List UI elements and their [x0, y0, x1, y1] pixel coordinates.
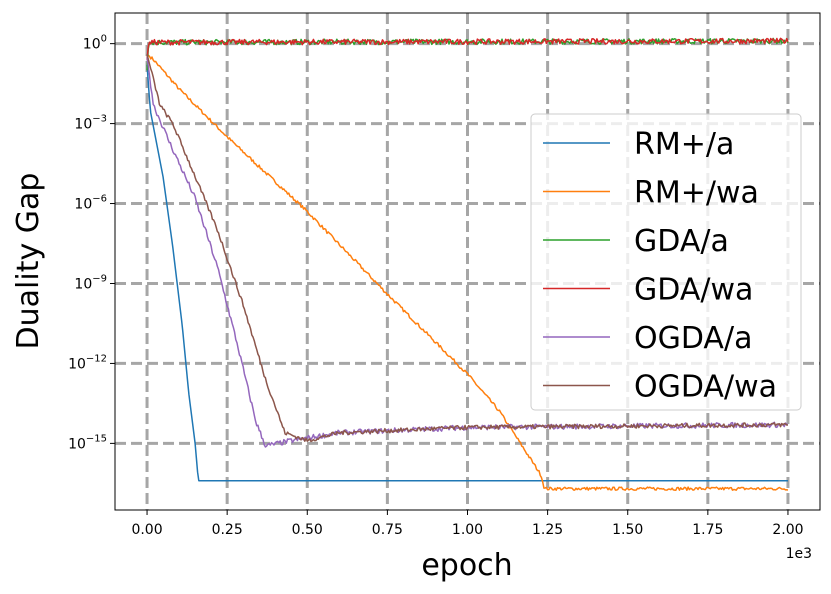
legend: RM+/a RM+/wa GDA/a GDA/wa OGDA/a OGDA/wa: [530, 113, 802, 411]
y-tick-label: 10−15: [68, 433, 107, 452]
y-tick-label: 10−12: [68, 353, 107, 372]
y-tick-base: 10: [68, 356, 86, 372]
legend-label: RM+/a: [634, 127, 734, 162]
legend-box: [530, 113, 802, 411]
legend-label: OGDA/wa: [634, 370, 777, 405]
x-tick-label: 0.00: [131, 522, 162, 538]
y-tick-base: 10: [74, 197, 92, 213]
y-tick-base: 10: [74, 276, 92, 292]
x-tick-label: 1.75: [692, 522, 723, 538]
y-axis-title: Duality Gap: [11, 173, 46, 350]
series-line-rm-a: [146, 64, 788, 482]
legend-label: GDA/wa: [634, 273, 753, 308]
y-tick-exponent: −3: [92, 114, 107, 125]
y-tick-label: 10−6: [74, 194, 107, 213]
grid: [115, 13, 820, 510]
series-lines: [146, 37, 789, 492]
series-line-gda-a: [146, 37, 789, 71]
y-tick-base: 10: [68, 436, 86, 452]
y-tick-label: 10−9: [74, 273, 107, 292]
x-tick-label: 1.25: [532, 522, 563, 538]
y-tick-exponent: −6: [92, 194, 107, 205]
y-tick-exponent: −15: [86, 433, 107, 444]
x-tick-label: 0.75: [372, 522, 403, 538]
series-line-rm-wa: [146, 53, 789, 492]
series-line-gda-wa: [146, 37, 789, 60]
y-tick-base: 10: [83, 37, 101, 53]
legend-label: GDA/a: [634, 224, 729, 259]
x-axis-title: epoch: [421, 548, 512, 583]
x-axis-ticks: 0.00 0.25 0.50 0.75 1.00 1.25 1.50 1.75 2.00: [131, 510, 804, 538]
y-tick-label: 10−3: [74, 114, 107, 133]
series-line-ogda-wa: [146, 54, 788, 443]
legend-label: OGDA/a: [634, 321, 752, 356]
y-tick-exponent: −9: [92, 273, 107, 284]
y-tick-base: 10: [74, 117, 92, 133]
y-tick-label: 100: [83, 34, 107, 53]
x-tick-label: 0.50: [292, 522, 323, 538]
y-tick-exponent: 0: [101, 34, 107, 45]
x-tick-label: 1.00: [452, 522, 483, 538]
x-tick-label: 2.00: [772, 522, 803, 538]
x-scale-label: 1e3: [786, 546, 812, 562]
y-tick-exponent: −12: [86, 353, 107, 364]
x-tick-label: 0.25: [212, 522, 243, 538]
legend-label: RM+/wa: [634, 176, 759, 211]
x-tick-label: 1.50: [612, 522, 643, 538]
